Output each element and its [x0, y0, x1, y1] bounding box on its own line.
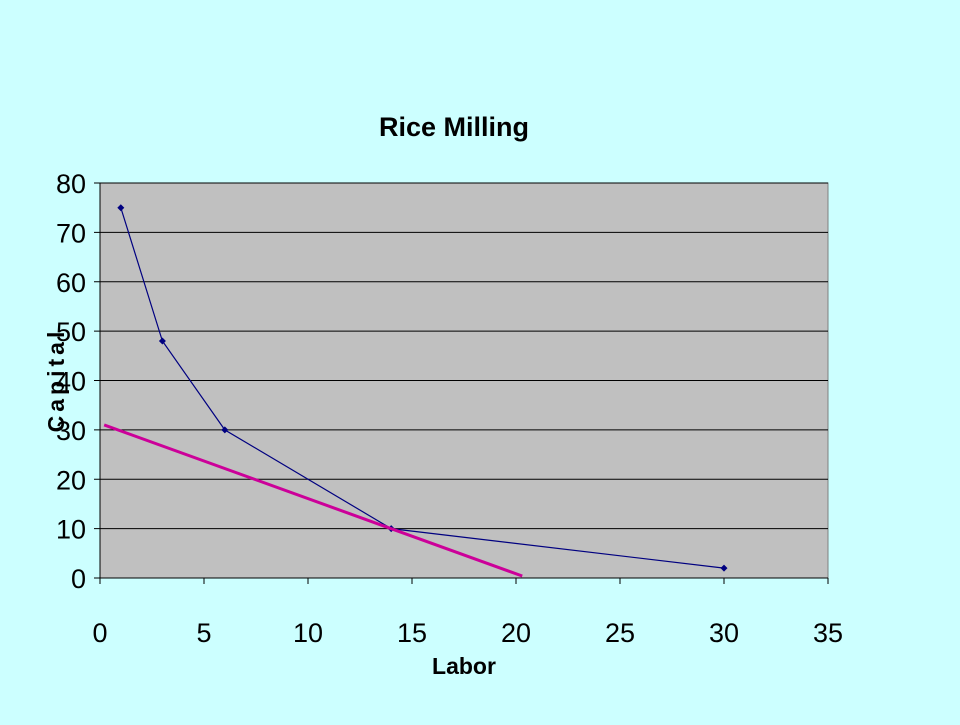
x-tick-label-5: 5 — [196, 618, 211, 648]
x-tick-label-30: 30 — [709, 618, 739, 648]
y-tick-label-40: 40 — [56, 367, 86, 397]
y-axis-label: Capital — [43, 328, 69, 433]
data-point-4 — [720, 564, 728, 572]
chart-title: Rice Milling — [379, 112, 529, 142]
y-tick-label-60: 60 — [56, 268, 86, 298]
data-point-2 — [221, 426, 229, 434]
x-tick-label-25: 25 — [605, 618, 635, 648]
y-tick-label-50: 50 — [56, 317, 86, 347]
x-tick-label-0: 0 — [92, 618, 107, 648]
y-tick-label-20: 20 — [56, 465, 86, 495]
data-point-0 — [117, 204, 125, 212]
axes — [94, 182, 829, 584]
y-tick-label-70: 70 — [56, 218, 86, 248]
y-tick-label-80: 80 — [56, 169, 86, 199]
x-tick-label-20: 20 — [501, 618, 531, 648]
y-tick-label-10: 10 — [56, 515, 86, 545]
tick-labels: 0 10 20 30 40 50 60 70 80 0 5 10 15 20 25 30 35 — [56, 169, 843, 648]
y-tick-label-0: 0 — [71, 564, 86, 594]
data-point-1 — [158, 337, 166, 345]
x-tick-label-15: 15 — [397, 618, 427, 648]
x-tick-label-10: 10 — [293, 618, 323, 648]
gridlines — [100, 182, 828, 530]
y-tick-label-30: 30 — [56, 416, 86, 446]
x-axis-label: Labor — [432, 653, 496, 679]
series-layer — [103, 204, 728, 578]
x-tick-label-35: 35 — [813, 618, 843, 648]
isocost-line — [103, 423, 523, 578]
